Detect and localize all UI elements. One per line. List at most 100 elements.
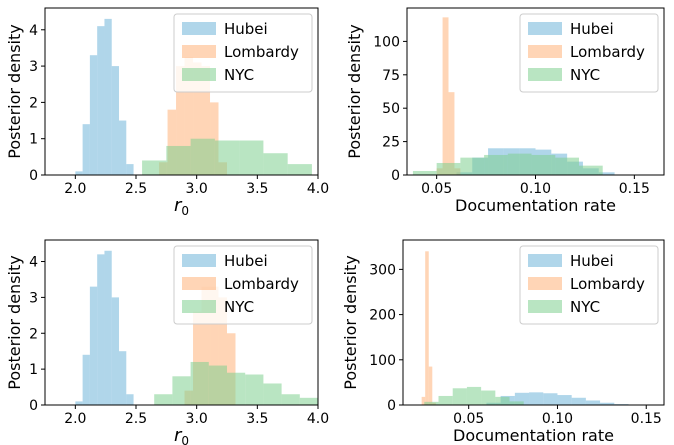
bar-nyc — [172, 376, 191, 405]
legend-label-hubei: Hubei — [570, 20, 614, 38]
bar-nyc — [214, 140, 240, 175]
legend-swatch-lombardy — [182, 277, 216, 290]
legend-label-nyc: NYC — [570, 298, 600, 316]
x-tick-label: 3.5 — [246, 411, 268, 427]
bar-nyc — [227, 372, 246, 405]
bar-hubei — [82, 354, 90, 405]
legend-swatch-hubei — [528, 254, 562, 267]
y-tick-label: 2 — [29, 326, 38, 342]
x-axis-label-subscript: 0 — [181, 204, 189, 218]
x-tick-label: 0.15 — [631, 411, 662, 427]
x-tick-label: 3.0 — [186, 411, 208, 427]
bar-nyc — [466, 386, 482, 405]
bar-hubei — [111, 297, 120, 405]
y-tick-label: 4 — [29, 255, 38, 271]
legend-swatch-nyc — [528, 68, 562, 81]
bar-lombardy — [201, 286, 211, 405]
legend-label-lombardy: Lombardy — [224, 275, 299, 293]
y-tick-label: 0 — [29, 398, 38, 414]
bar-nyc — [531, 154, 556, 175]
bar-nyc — [438, 395, 453, 405]
bar-nyc — [555, 157, 579, 175]
bar-hubei — [600, 402, 615, 405]
bar-lombardy — [201, 66, 211, 175]
bar-lombardy — [442, 17, 449, 175]
bar-lombardy — [167, 109, 177, 175]
legend: Hubei Lombardy NYC — [519, 245, 659, 325]
bar-nyc — [287, 164, 312, 175]
y-tick-label: 0 — [29, 168, 38, 184]
bar-nyc — [495, 396, 510, 405]
bar-hubei — [543, 393, 558, 405]
x-tick-label: 4.0 — [307, 411, 329, 427]
x-tick-label: 2.0 — [64, 411, 86, 427]
legend-label-hubei: Hubei — [224, 20, 268, 38]
bar-hubei — [571, 397, 586, 405]
chart-panel-2: 0.05 0.10 0.15 0 25 50 75 100 Documentation rate… — [345, 7, 665, 215]
bar-nyc — [245, 374, 264, 405]
bar-nyc — [412, 170, 437, 175]
x-tick-label: 0.05 — [421, 181, 452, 197]
bar-lombardy — [210, 286, 219, 405]
bar-nyc — [166, 145, 191, 175]
bar-hubei — [126, 394, 134, 405]
legend-swatch-hubei — [182, 22, 216, 35]
y-tick-label: 0 — [387, 398, 396, 414]
y-tick-label: 75 — [382, 68, 400, 84]
bar-hubei — [585, 400, 601, 405]
x-tick-label: 0.05 — [453, 411, 484, 427]
legend: Hubei Lombardy NYC — [173, 13, 313, 93]
bars-group — [421, 251, 629, 405]
axes-frame — [44, 7, 319, 176]
legend-label-nyc: NYC — [570, 66, 600, 84]
y-axis-label: Posterior density — [5, 255, 24, 389]
legend-swatch-lombardy — [528, 277, 562, 290]
bars-group — [75, 18, 312, 175]
x-tick-label: 2.0 — [64, 181, 86, 197]
bar-lombardy — [218, 297, 227, 405]
bar-nyc — [481, 390, 496, 405]
y-tick-label: 1 — [29, 362, 38, 378]
bar-lombardy — [193, 311, 202, 405]
y-tick-label: 0 — [391, 168, 400, 184]
y-axis-label: Posterior density — [345, 24, 364, 158]
y-axis-label: Posterior density — [5, 24, 24, 158]
y-tick-label: 100 — [373, 34, 400, 50]
bar-nyc — [263, 153, 288, 175]
y-tick-label: 100 — [369, 353, 396, 369]
x-tick-label: 4.0 — [307, 181, 329, 197]
legend-swatch-hubei — [182, 254, 216, 267]
bar-hubei — [598, 172, 615, 175]
axes-frame — [402, 239, 665, 406]
bar-nyc — [281, 394, 300, 405]
bar-hubei — [89, 286, 98, 405]
bar-lombardy — [227, 333, 236, 405]
bar-hubei — [126, 164, 134, 175]
legend-swatch-lombardy — [528, 45, 562, 58]
y-tick-label: 3 — [29, 59, 38, 75]
y-tick-label: 300 — [369, 262, 396, 278]
x-axis-label-main: r — [174, 425, 183, 445]
legend-swatch-nyc — [182, 300, 216, 313]
legend-label-lombardy: Lombardy — [224, 43, 299, 61]
bar-lombardy — [193, 62, 202, 175]
bar-nyc — [452, 388, 467, 405]
bar-hubei — [119, 351, 127, 405]
legend-label-nyc: NYC — [224, 298, 254, 316]
y-tick-label: 4 — [29, 23, 38, 39]
x-axis-label: Documentation rate — [455, 196, 616, 215]
bars-group — [75, 250, 318, 405]
bar-nyc — [190, 138, 215, 175]
x-axis-label-main: r — [174, 195, 183, 216]
bar-hubei — [529, 392, 544, 405]
bar-lombardy — [448, 92, 455, 175]
x-tick-label: 3.5 — [246, 181, 268, 197]
bar-lombardy — [184, 57, 194, 175]
bar-hubei — [104, 250, 112, 405]
bar-hubei — [82, 124, 90, 175]
bar-hubei — [111, 66, 120, 175]
bar-lombardy — [428, 366, 433, 405]
legend-swatch-hubei — [528, 22, 562, 35]
